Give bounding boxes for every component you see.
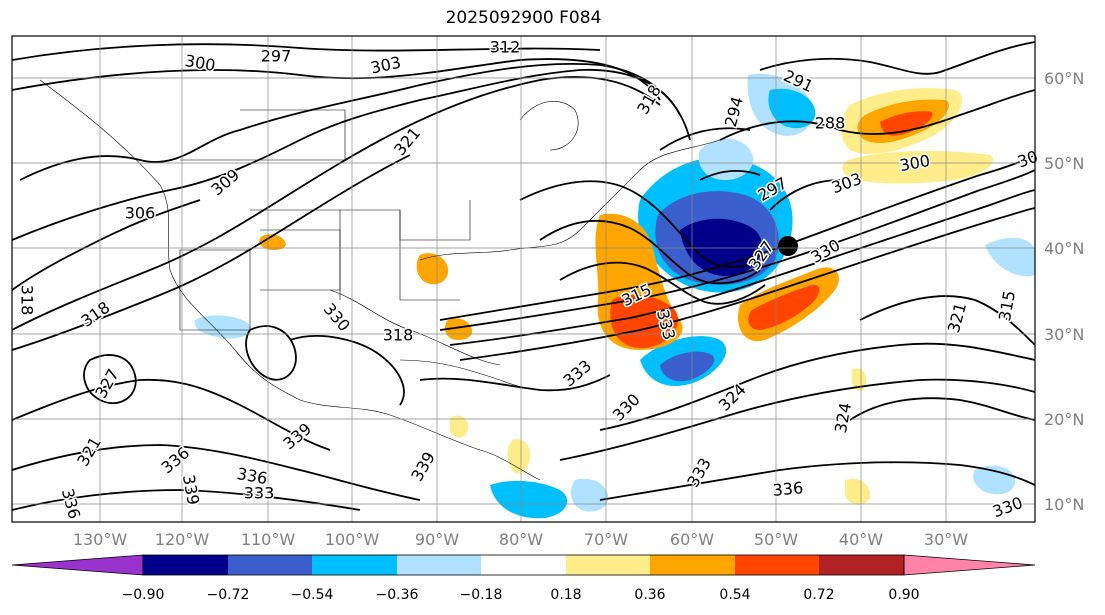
- colorbar-tick: 0.18: [550, 587, 581, 603]
- shaded-anomaly-layer: [194, 73, 1035, 519]
- contour-label: 306: [125, 204, 156, 223]
- colorbar-frame: [142, 554, 905, 576]
- colorbar-tick: 0.54: [719, 587, 750, 603]
- colorbar-tick: 0.36: [634, 587, 665, 603]
- contour-label: 333: [244, 484, 275, 503]
- coastlines-layer: [39, 79, 721, 481]
- contour-layer: [12, 41, 1035, 511]
- lat-label: 50°N: [1044, 154, 1084, 173]
- cyclone-center-marker: [778, 236, 798, 256]
- lat-label: 30°N: [1044, 325, 1084, 344]
- colorbar-tick: −0.36: [376, 587, 419, 603]
- colorbar-segment: [650, 555, 735, 575]
- colorbar: −0.90 −0.72 −0.54 −0.36 −0.18 0.18 0.36 …: [11, 554, 1036, 603]
- contour-label: 318: [383, 326, 414, 345]
- gridlines: [12, 36, 1035, 522]
- lon-label: 60°W: [670, 530, 714, 549]
- colorbar-segment: [143, 555, 228, 575]
- colorbar-segment: [566, 555, 650, 575]
- lon-label: 50°W: [754, 530, 798, 549]
- contour-label: 297: [261, 47, 292, 66]
- lon-label: 120°W: [155, 530, 210, 549]
- lat-label: 40°N: [1044, 239, 1084, 258]
- colorbar-segment: [481, 555, 566, 575]
- longitude-labels: 130°W 120°W 110°W 100°W 90°W 80°W 70°W 6…: [73, 530, 968, 549]
- colorbar-tick: 0.90: [888, 587, 919, 603]
- contour-label: 288: [815, 114, 846, 133]
- contour-label: 318: [18, 285, 37, 316]
- colorbar-segment: [397, 555, 481, 575]
- colorbar-segment: [228, 555, 312, 575]
- lon-label: 70°W: [584, 530, 628, 549]
- colorbar-tick: −0.72: [207, 587, 250, 603]
- latitude-labels: 60°N 50°N 40°N 30°N 20°N 10°N: [1044, 69, 1084, 514]
- colorbar-tick: −0.54: [291, 587, 334, 603]
- colorbar-segment: [312, 555, 397, 575]
- lat-label: 60°N: [1044, 69, 1084, 88]
- lon-label: 130°W: [73, 530, 128, 549]
- lon-label: 80°W: [499, 530, 543, 549]
- colorbar-segment: [735, 555, 819, 575]
- colorbar-tick: −0.18: [460, 587, 503, 603]
- contour-label: 312: [490, 38, 521, 57]
- colorbar-tick: −0.90: [122, 587, 165, 603]
- lon-label: 40°W: [839, 530, 883, 549]
- colorbar-min-extend: [11, 554, 144, 576]
- colorbar-tick: 0.72: [803, 587, 834, 603]
- lat-label: 10°N: [1044, 495, 1084, 514]
- lon-label: 110°W: [241, 530, 296, 549]
- lon-label: 90°W: [415, 530, 459, 549]
- lon-label: 100°W: [325, 530, 380, 549]
- plot-frame: [11, 35, 1036, 523]
- colorbar-max-extend: [903, 554, 1036, 576]
- map-title: 2025092900 F084: [445, 8, 602, 28]
- colorbar-segment: [819, 555, 904, 575]
- contour-label: 336: [772, 478, 804, 500]
- lat-label: 20°N: [1044, 410, 1084, 429]
- lon-label: 30°W: [924, 530, 968, 549]
